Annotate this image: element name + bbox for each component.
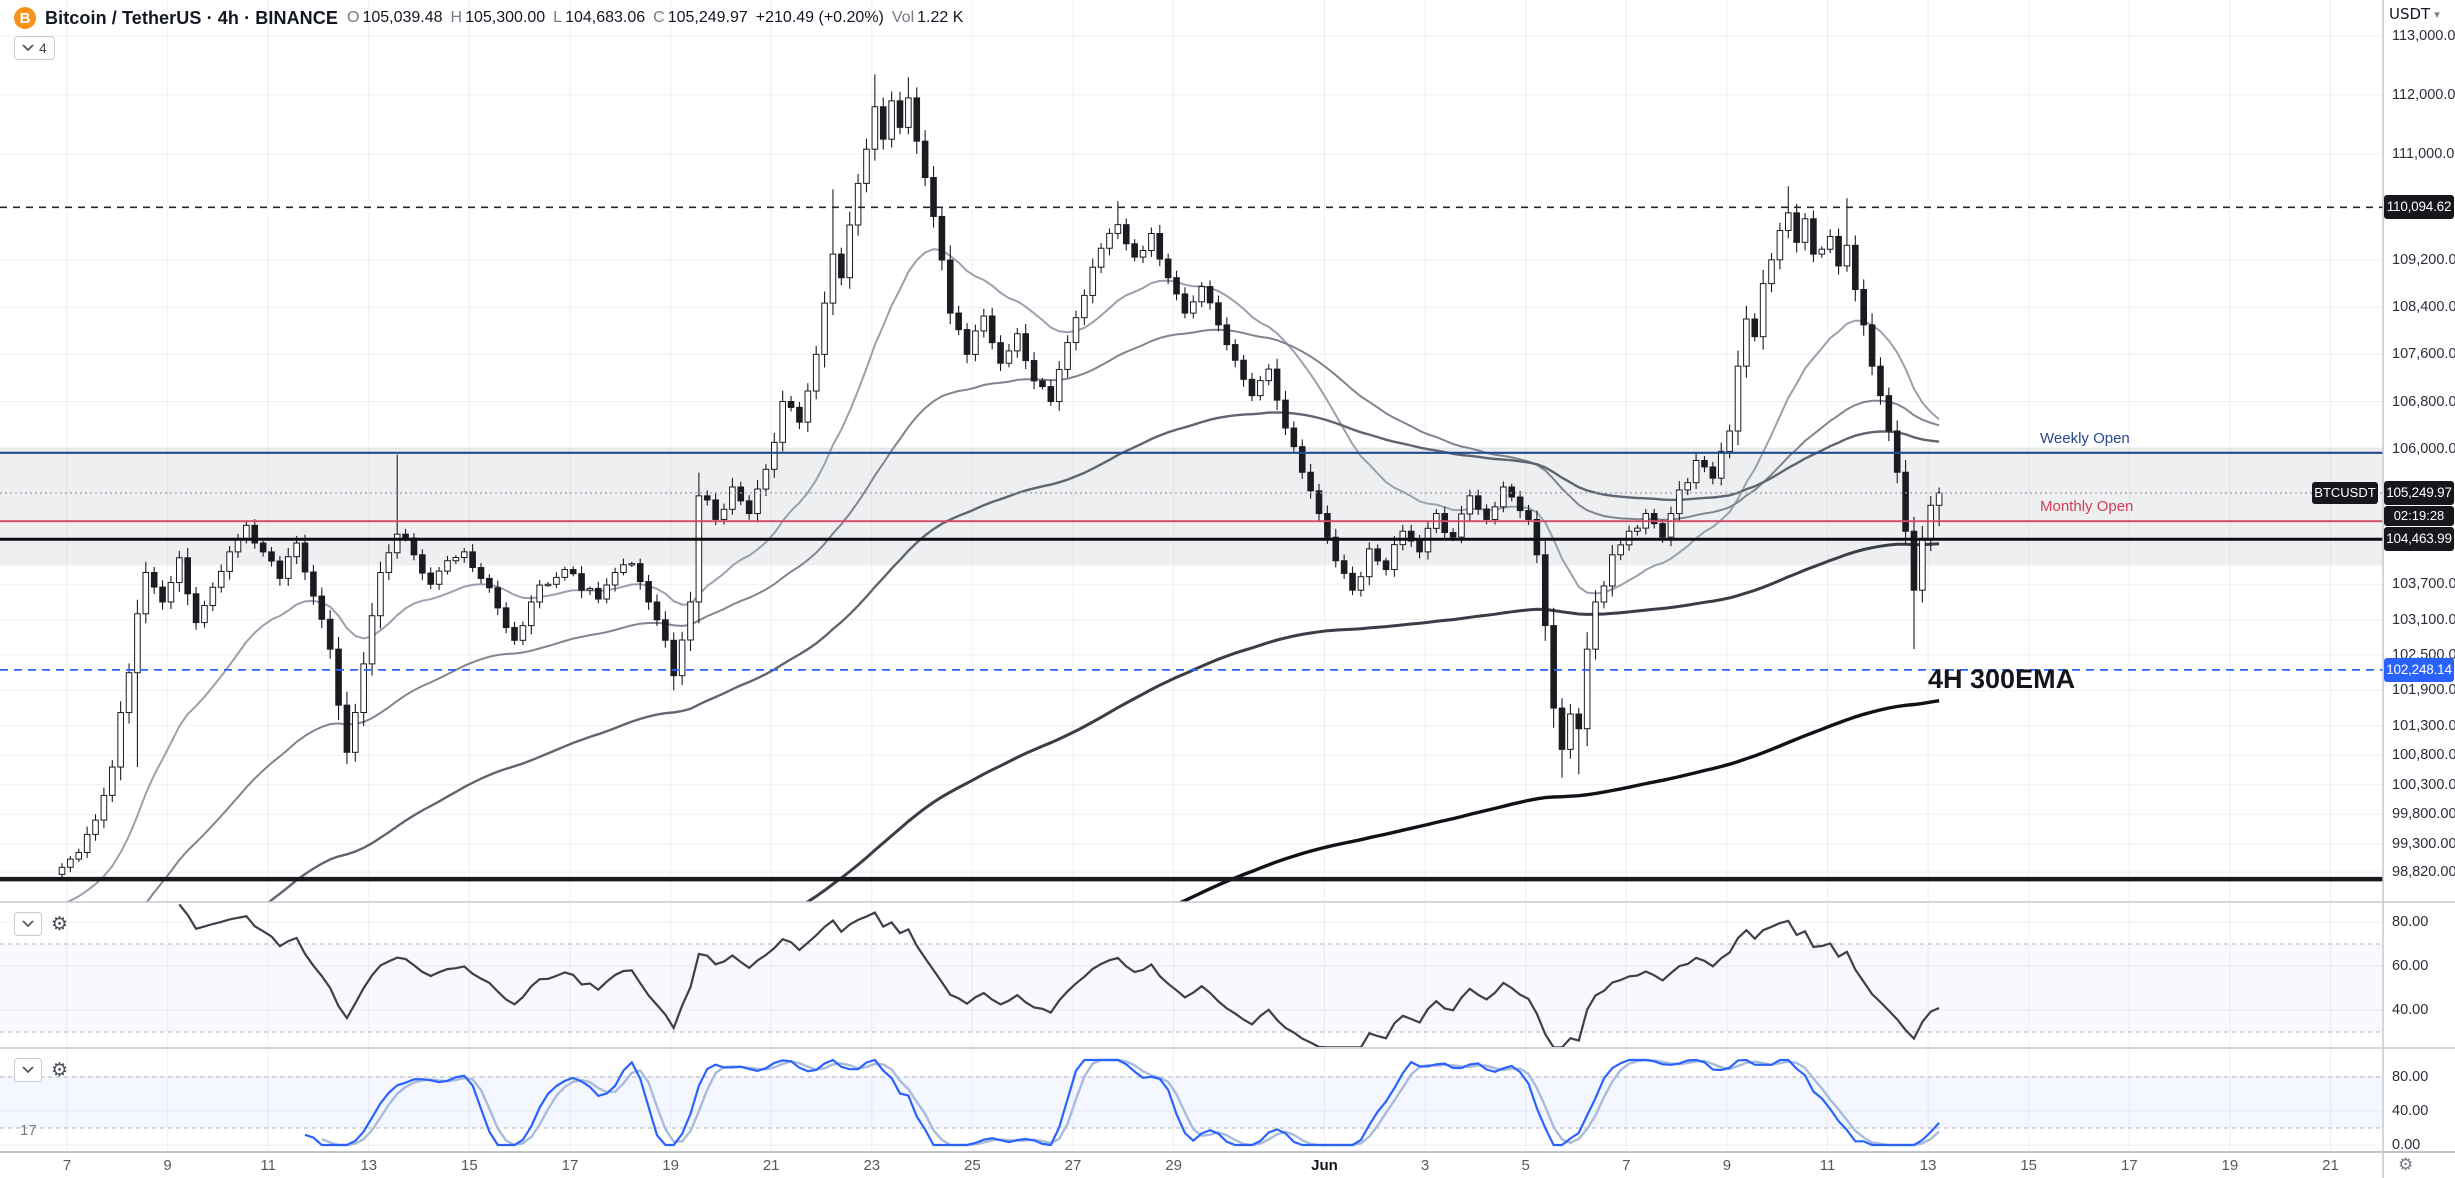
ohlc-readout: O 105,039.48 H 105,300.00 L 104,683.06 C… xyxy=(347,9,963,27)
quote-currency-selector[interactable]: USDT ▾ xyxy=(2389,5,2440,23)
stoch-pane xyxy=(0,1058,2383,1147)
chevron-down-icon xyxy=(22,920,34,928)
high-label: H xyxy=(450,9,463,26)
level-lines[interactable] xyxy=(0,206,2383,882)
supply-zone[interactable] xyxy=(0,447,2383,566)
rsi-pane xyxy=(0,903,2383,1047)
bitcoin-logo-icon: B xyxy=(14,7,36,29)
close-label: C xyxy=(653,9,665,26)
quote-currency-label: USDT xyxy=(2389,5,2431,23)
chevron-down-icon xyxy=(22,44,34,52)
rsi-collapse-pill[interactable] xyxy=(14,912,42,936)
open-label: O xyxy=(346,9,360,26)
low-label: L xyxy=(553,9,563,26)
chevron-down-icon xyxy=(22,1066,34,1074)
stoch-pane-controls: ⚙ xyxy=(14,1058,68,1082)
timezone-settings-button[interactable]: ⚙ xyxy=(2398,1155,2413,1175)
volume-value: 1.22 K xyxy=(917,9,964,26)
collapsed-indicators-count: 4 xyxy=(39,40,47,56)
symbol-legend: B Bitcoin / TetherUS · 4h · BINANCE O 10… xyxy=(14,7,963,29)
chevron-down-icon: ▾ xyxy=(2434,7,2440,21)
high-value: 105,300.00 xyxy=(465,9,546,26)
collapsed-indicators-pill[interactable]: 4 xyxy=(14,36,55,60)
gear-icon: ⚙ xyxy=(2398,1155,2414,1175)
low-value: 104,683.06 xyxy=(565,9,646,26)
indicator-group: 4 xyxy=(14,36,55,60)
stoch-collapse-pill[interactable] xyxy=(14,1058,42,1082)
gear-icon: ⚙ xyxy=(51,912,69,935)
ema-lines xyxy=(65,248,1940,902)
symbol-title[interactable]: Bitcoin / TetherUS · 4h · BINANCE xyxy=(45,7,338,28)
open-value: 105,039.48 xyxy=(362,9,443,26)
stoch-settings-button[interactable]: ⚙ xyxy=(51,1058,69,1081)
close-value: 105,249.97 xyxy=(667,9,748,26)
change-value: +210.49 (+0.20%) xyxy=(755,9,884,26)
rsi-settings-button[interactable]: ⚙ xyxy=(51,912,69,935)
volume-label: Vol xyxy=(891,9,915,26)
rsi-pane-controls: ⚙ xyxy=(14,912,68,936)
gear-icon: ⚙ xyxy=(51,1058,69,1081)
